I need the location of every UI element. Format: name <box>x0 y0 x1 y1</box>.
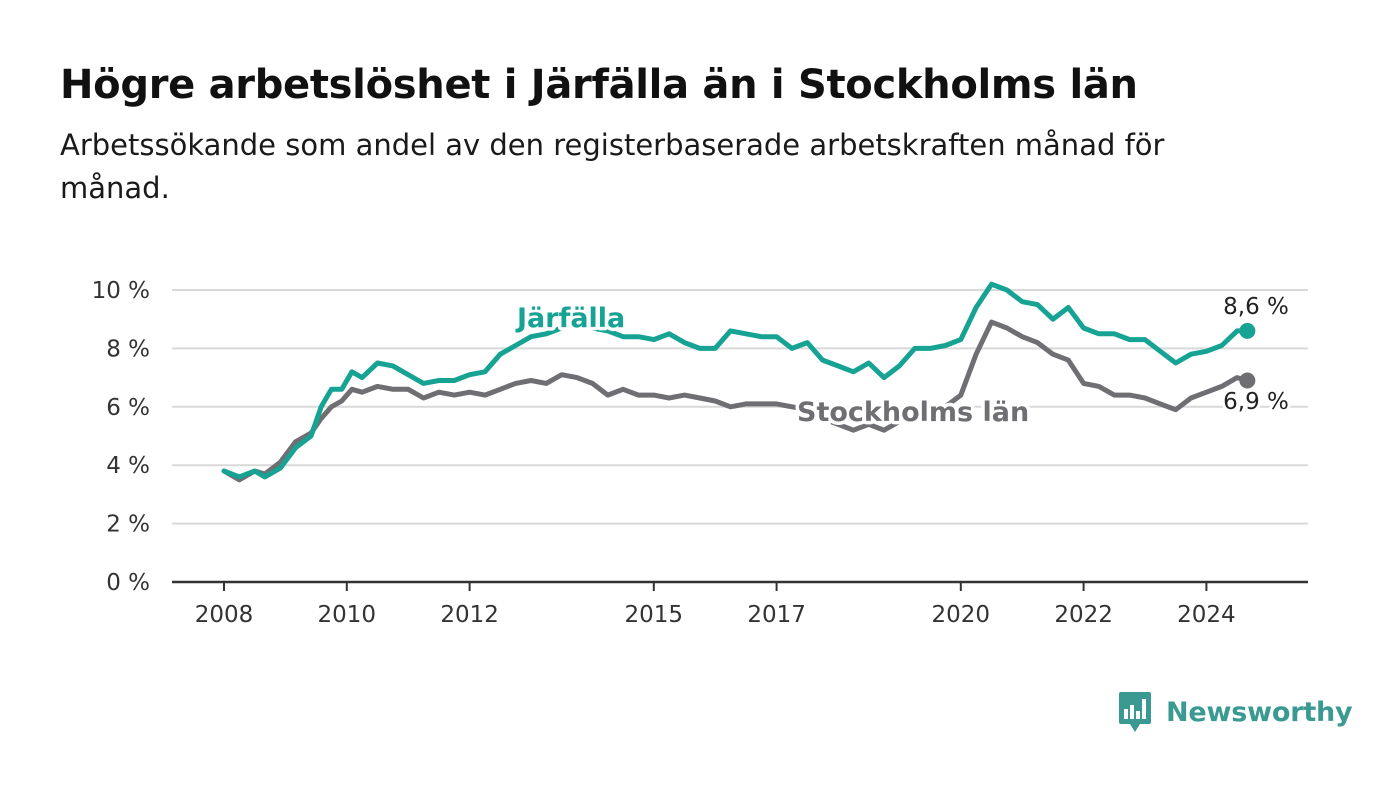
series-line <box>221 319 1250 483</box>
newsworthy-logo[interactable]: Newsworthy <box>1118 690 1353 734</box>
y-tick-label: 10 % <box>92 278 150 304</box>
x-tick-label: 2010 <box>318 602 377 628</box>
series-lines <box>221 281 1256 483</box>
y-tick-label: 0 % <box>106 570 150 596</box>
series-end-value-label: 8,6 % <box>1223 294 1289 320</box>
x-tick-label: 2020 <box>932 602 991 628</box>
brand-name: Newsworthy <box>1166 696 1353 728</box>
series-end-value-label: 6,9 % <box>1223 389 1289 415</box>
x-tick-label: 2015 <box>625 602 684 628</box>
series-line <box>221 281 1250 480</box>
chart-subtitle: Arbetssökande som andel av den registerb… <box>60 128 1165 205</box>
bar-chart-icon <box>1119 692 1151 732</box>
x-tick-label: 2022 <box>1054 602 1113 628</box>
gridlines <box>172 289 1308 525</box>
y-axis-ticks: 0 % 2 % 4 % 6 % 8 % 10 % <box>92 278 150 596</box>
line-chart: 0 % 2 % 4 % 6 % 8 % 10 % 2008 2010 2012 2015 2017… <box>92 278 1308 628</box>
x-tick-label: 2012 <box>440 602 499 628</box>
series-name-label: Järfälla <box>515 303 625 334</box>
x-axis: 2008 2010 2012 2015 2017 2020 2022 2024 <box>172 580 1308 628</box>
y-tick-label: 4 % <box>106 453 150 479</box>
x-tick-label: 2024 <box>1177 602 1236 628</box>
series-name-label: Stockholms län <box>797 397 1029 428</box>
y-tick-label: 2 % <box>106 512 150 538</box>
series-labels: Järfälla Stockholms län 8,6 % 6,9 % <box>512 291 1292 432</box>
series-end-point <box>1239 322 1256 339</box>
y-tick-label: 6 % <box>106 395 150 421</box>
y-tick-label: 8 % <box>106 336 150 362</box>
series-end-point <box>1239 372 1256 389</box>
x-tick-label: 2008 <box>195 602 254 628</box>
chart-title: Högre arbetslöshet i Järfälla än i Stock… <box>60 62 1138 108</box>
x-tick-label: 2017 <box>747 602 806 628</box>
